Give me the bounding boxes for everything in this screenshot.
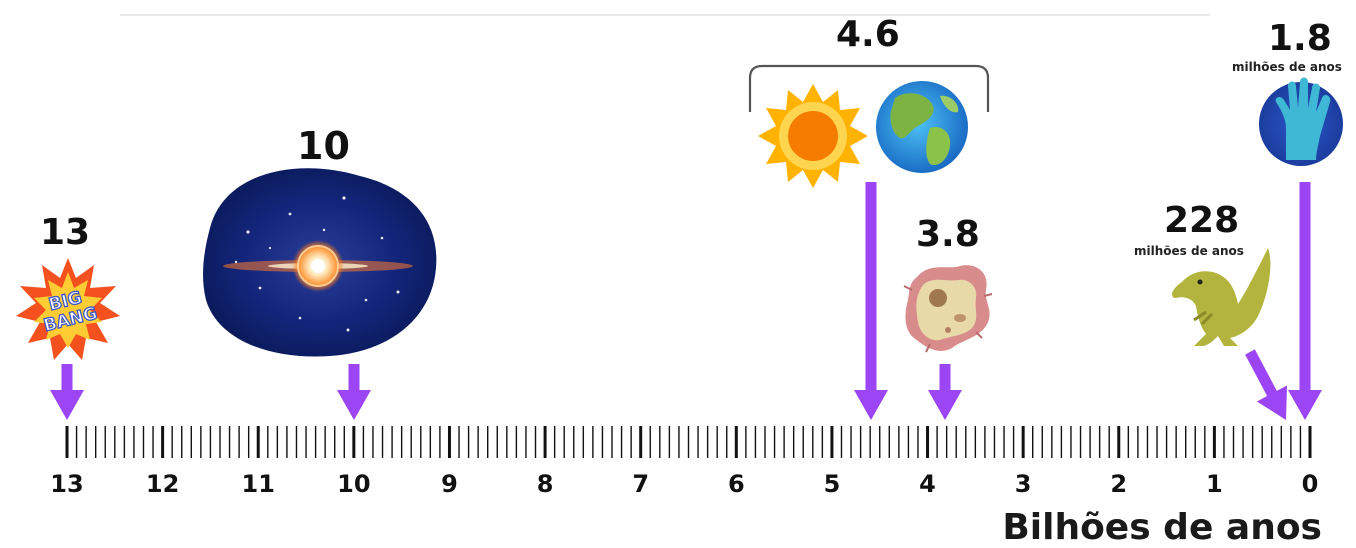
galaxy-age-label: 10: [297, 124, 350, 168]
microbe-arrow: [928, 364, 962, 420]
axis-tick-label: 7: [632, 470, 649, 498]
sun-icon: [758, 84, 868, 188]
axis-ticks: [67, 426, 1310, 458]
human-age-label: 1.8: [1268, 18, 1332, 59]
galaxy-icon: [203, 168, 436, 356]
axis-tick-label: 4: [919, 470, 936, 498]
axis-tick-label: 2: [1110, 470, 1127, 498]
big-bang-burst-icon: BIG BANG: [16, 258, 120, 360]
axis-tick-label: 11: [242, 470, 275, 498]
dinosaur-icon: [1172, 248, 1270, 346]
axis-tick-label: 6: [728, 470, 745, 498]
sun-earth-age-label: 4.6: [836, 14, 900, 55]
dinosaur-arrow: [1245, 349, 1287, 420]
hand-icon: [1259, 78, 1343, 167]
microbe-icon: [904, 265, 992, 352]
earth-icon: [876, 81, 968, 173]
axis-tick-label: 8: [537, 470, 554, 498]
axis-title: Bilhões de anos: [1002, 507, 1322, 548]
galaxy-arrow: [337, 364, 371, 420]
axis-tick-label: 5: [824, 470, 841, 498]
sun-earth-arrow: [854, 182, 888, 420]
axis-tick-label: 0: [1302, 470, 1319, 498]
axis-tick-label: 13: [50, 470, 83, 498]
axis-tick-label: 9: [441, 470, 458, 498]
big-bang-age-label: 13: [40, 212, 90, 253]
axis-tick-label: 12: [146, 470, 179, 498]
dinosaur-age-unit: milhões de anos: [1134, 244, 1244, 258]
human-age-unit: milhões de anos: [1232, 60, 1342, 74]
microbe-age-label: 3.8: [916, 214, 980, 255]
human-arrow: [1288, 182, 1322, 420]
big-bang-arrow: [50, 364, 84, 420]
axis-tick-label: 1: [1206, 470, 1223, 498]
dinosaur-age-label: 228: [1164, 200, 1239, 241]
axis-tick-label: 10: [337, 470, 370, 498]
axis-tick-label: 3: [1015, 470, 1032, 498]
